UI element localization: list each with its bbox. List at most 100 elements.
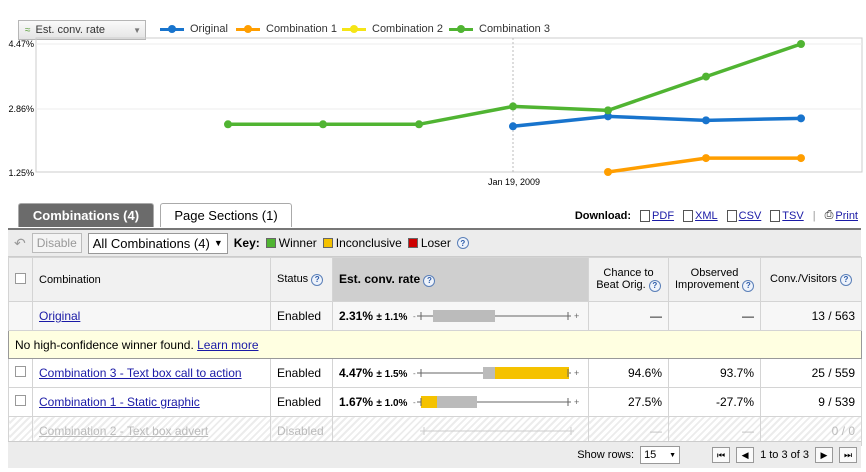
download-tsv[interactable]: TSV	[770, 209, 804, 222]
download-xml[interactable]: XML	[683, 209, 718, 222]
select-all-checkbox[interactable]	[15, 272, 26, 284]
chance-cell: 94.6%	[588, 358, 669, 388]
pdf-icon	[640, 209, 651, 222]
legend-label: Combination 2	[372, 23, 443, 35]
y-tick-label: 1.25%	[8, 168, 34, 178]
confidence-range-bar: - +	[413, 367, 580, 379]
header-status[interactable]: Status ?	[270, 257, 333, 302]
legend-swatch	[236, 24, 260, 34]
legend-label: Combination 3	[479, 23, 550, 35]
series-line-0	[512, 114, 802, 129]
svg-text:+: +	[574, 397, 579, 407]
chevron-down-icon: ▼	[669, 451, 677, 459]
metric-select[interactable]: ≈ Est. conv. rate ▼	[18, 20, 146, 40]
first-page-button[interactable]: ⏮	[712, 447, 731, 463]
learn-more-link[interactable]: Learn more	[197, 337, 259, 352]
plot-frame	[35, 37, 863, 173]
legend-item-combination-2: Combination 2	[342, 23, 443, 35]
conv-visitors-cell: 25 / 559	[760, 358, 862, 388]
select-all-cell	[8, 257, 33, 302]
legend-swatch	[342, 24, 366, 34]
prev-page-button[interactable]: ◀	[736, 447, 755, 463]
rate-value: 4.47% ± 1.5%	[339, 366, 408, 380]
table-row-disabled: Combination 2 - Text box advert Disabled…	[8, 416, 862, 446]
combination-link[interactable]: Combination 3 - Text box call to action	[39, 366, 242, 380]
rate-value: 1.67% ± 1.0%	[339, 395, 408, 409]
legend-item-combination-1: Combination 1	[236, 23, 337, 35]
series-point	[319, 120, 327, 129]
combination-link[interactable]: Combination 1 - Static graphic	[39, 395, 200, 409]
combination-link[interactable]: Original	[39, 309, 81, 323]
header-chance-to-beat[interactable]: Chance to Beat Orig. ?	[588, 257, 669, 302]
series-point	[797, 114, 805, 123]
row-checkbox[interactable]	[15, 366, 26, 377]
table-row: Combination 3 - Text box call to action …	[8, 358, 862, 388]
metric-select-label: Est. conv. rate	[35, 24, 106, 36]
legend-item-original: Original	[160, 23, 228, 35]
series-point	[702, 154, 710, 163]
combination-filter-select[interactable]: All Combinations (4) ▼	[87, 232, 228, 254]
svg-text:+: +	[574, 368, 579, 378]
confidence-range-bar	[420, 427, 575, 435]
last-page-button[interactable]: ⏭	[839, 447, 857, 463]
inconclusive-swatch	[322, 238, 333, 248]
key-label: Key:	[233, 236, 260, 250]
winner-swatch	[265, 238, 276, 248]
series-point	[509, 122, 517, 131]
chance-cell: —	[588, 301, 669, 331]
series-point	[509, 102, 517, 111]
legend-label: Original	[190, 23, 228, 35]
status-cell: Enabled	[270, 358, 333, 388]
help-icon: ?	[742, 279, 755, 292]
tab-label: Combinations (4)	[32, 208, 140, 223]
table-row-original: Original Enabled 2.31% ± 1.1% - + — — 13…	[8, 301, 862, 331]
page-range-text: 1 to 3 of 3	[760, 449, 809, 461]
improvement-cell: —	[668, 301, 761, 331]
svg-text:-: -	[413, 398, 416, 407]
chevron-down-icon: ▼	[133, 26, 141, 35]
row-checkbox[interactable]	[15, 395, 26, 406]
table-header-row: Combination Status ? Est. conv. rate ? C…	[8, 257, 862, 302]
series-point	[702, 116, 710, 125]
conv-visitors-cell: 13 / 563	[760, 301, 862, 331]
x-tick-label: Jan 19, 2009	[488, 177, 540, 187]
tab-label: Page Sections (1)	[174, 208, 278, 223]
key-loser: Loser	[407, 236, 451, 250]
rate-value: 2.31% ± 1.1%	[339, 309, 408, 323]
download-pdf[interactable]: PDF	[640, 209, 674, 222]
confidence-range-bar: - +	[413, 396, 580, 408]
tsv-icon	[770, 209, 781, 222]
svg-text:-: -	[413, 312, 416, 321]
table-footer: Show rows: 15 ▼ ⏮ ◀ 1 to 3 of 3 ▶ ⏭	[8, 441, 861, 468]
header-conv-visitors[interactable]: Conv./Visitors ?	[760, 257, 862, 302]
help-icon[interactable]: ?	[456, 237, 469, 249]
legend-swatch	[449, 24, 473, 34]
print-icon: ⎙	[824, 209, 834, 221]
tab-page-sections[interactable]: Page Sections (1)	[160, 203, 292, 227]
series-point	[604, 112, 612, 121]
legend-swatch	[160, 24, 184, 34]
help-icon: ?	[839, 273, 852, 286]
header-combination[interactable]: Combination	[32, 257, 271, 302]
undo-icon: ↶	[14, 234, 26, 251]
series-point	[702, 72, 710, 81]
series-point	[415, 120, 423, 129]
xml-icon	[683, 209, 694, 222]
status-cell: Enabled	[270, 387, 333, 417]
confidence-range-bar: - +	[413, 310, 580, 322]
rows-per-page-select[interactable]: 15 ▼	[640, 446, 681, 464]
tab-combinations[interactable]: Combinations (4)	[18, 203, 154, 227]
legend-item-combination-3: Combination 3	[449, 23, 550, 35]
svg-text:+: +	[574, 311, 579, 321]
y-tick-label: 4.47%	[8, 39, 34, 49]
svg-text:-: -	[413, 369, 416, 378]
series-layer	[224, 40, 805, 176]
download-csv[interactable]: CSV	[726, 209, 761, 222]
header-observed-improvement[interactable]: Observed Improvement ?	[668, 257, 761, 302]
header-est-conv-rate[interactable]: Est. conv. rate ?	[332, 257, 589, 302]
next-page-button[interactable]: ▶	[815, 447, 833, 463]
conversion-rate-chart: 4.47% 2.86% 1.25% Jan 19, 2009	[8, 37, 863, 187]
print-link[interactable]: ⎙ Print	[824, 209, 858, 222]
combination-link[interactable]: Combination 2 - Text box advert	[39, 424, 209, 438]
disable-button[interactable]: Disable	[31, 233, 82, 253]
